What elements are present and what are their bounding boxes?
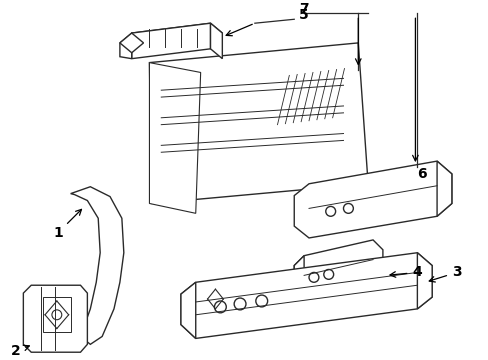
Polygon shape [210, 23, 222, 59]
Polygon shape [70, 187, 123, 344]
Polygon shape [120, 33, 131, 59]
Polygon shape [131, 23, 222, 43]
Polygon shape [181, 282, 195, 338]
Polygon shape [149, 63, 200, 213]
Polygon shape [181, 253, 431, 338]
Text: 1: 1 [53, 210, 81, 240]
Polygon shape [436, 161, 451, 216]
Polygon shape [120, 33, 143, 53]
Polygon shape [149, 43, 367, 203]
Text: 4: 4 [389, 265, 422, 279]
Text: 7: 7 [299, 3, 308, 17]
Text: 2: 2 [11, 344, 29, 358]
Text: 6: 6 [417, 167, 426, 181]
Polygon shape [294, 256, 304, 282]
Polygon shape [131, 23, 210, 59]
Text: 3: 3 [428, 265, 461, 282]
Text: 5: 5 [299, 8, 308, 22]
Polygon shape [417, 253, 431, 309]
Polygon shape [23, 285, 87, 352]
Polygon shape [294, 240, 382, 312]
Polygon shape [294, 161, 451, 238]
